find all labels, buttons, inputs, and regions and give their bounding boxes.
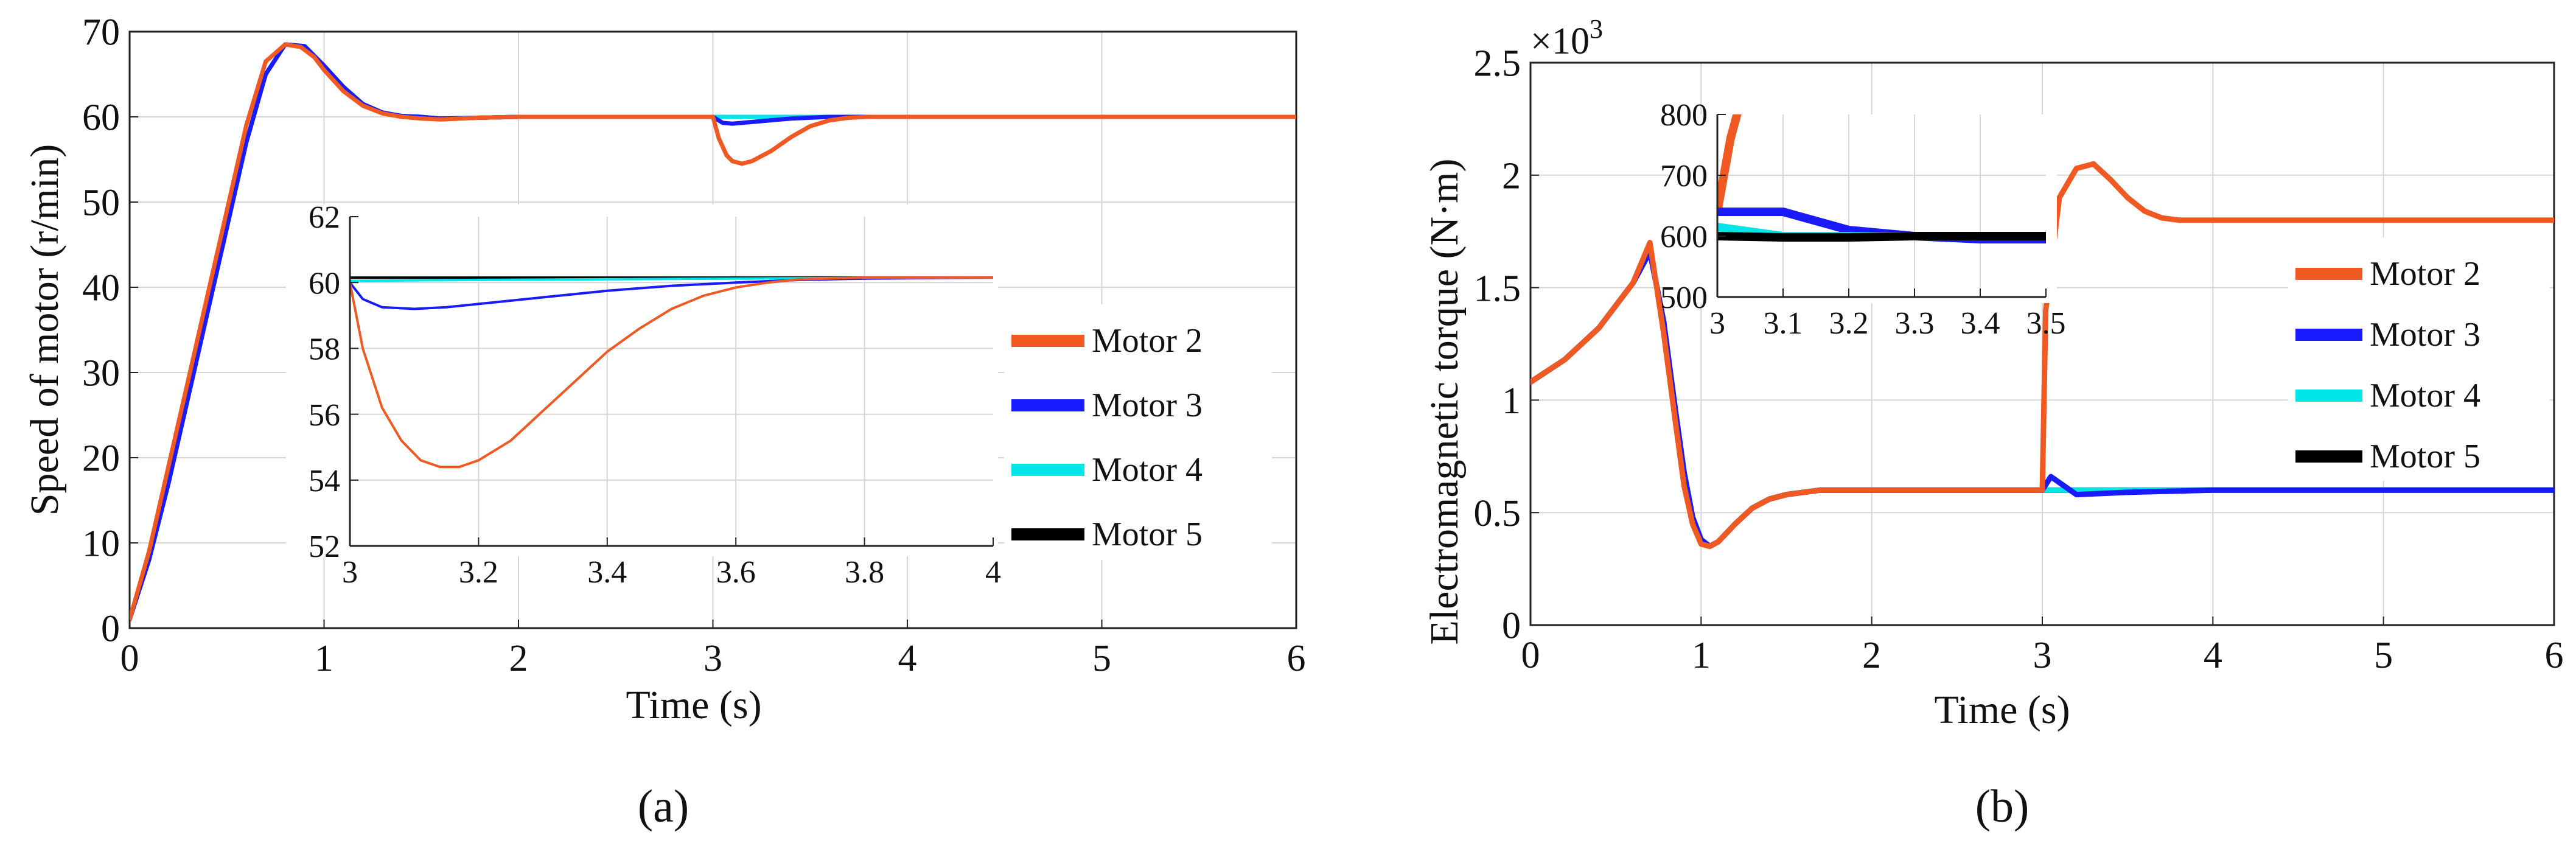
y-axis-label-a: Speed of motor (r/min) xyxy=(23,144,67,516)
b-inset-x-tick-label: 3.4 xyxy=(1961,306,2000,341)
b-inset-x-tick-label: 3.3 xyxy=(1895,306,1935,341)
b-x-tick-label: 3 xyxy=(2033,635,2052,676)
b-inset-x-tick-label: 3 xyxy=(1709,306,1725,341)
b-x-tick-label: 5 xyxy=(2374,635,2393,676)
a-y-tick-label: 10 xyxy=(82,523,120,565)
y-multiplier-base: ×10 xyxy=(1531,21,1590,62)
b-y-tick-label: 1.5 xyxy=(1474,268,1521,309)
y-multiplier-label-b: ×103 xyxy=(1531,14,1603,62)
b-legend-label-motor-4: Motor 4 xyxy=(2370,377,2480,414)
main-plot-a xyxy=(130,42,1296,622)
a-inset-y-tick-label: 60 xyxy=(309,266,340,301)
a-inset-x-tick-label: 3.2 xyxy=(459,555,498,590)
y-ticks-a: 0 10 20 30 40 50 60 70 xyxy=(82,12,138,650)
inset-plot-a xyxy=(350,276,993,469)
a-x-tick-label: 4 xyxy=(898,638,917,679)
a-y-tick-label: 50 xyxy=(82,183,120,224)
b-inset-y-tick-label: 600 xyxy=(1660,220,1708,254)
b-y-tick-label: 2.5 xyxy=(1474,43,1521,85)
b-legend-label-motor-2: Motor 2 xyxy=(2370,255,2480,293)
inset-y-ticks-b: 500 600 700 800 xyxy=(1660,98,1726,315)
a-x-tick-label: 1 xyxy=(315,638,333,679)
x-axis-label-a: Time (s) xyxy=(626,683,761,727)
a-inset-series-motor-2 xyxy=(350,276,993,469)
y-axis-label-b: Electromagnetic torque (N·m) xyxy=(1422,159,1467,645)
a-series-motor-2 xyxy=(130,42,1296,622)
b-x-tick-label: 1 xyxy=(1692,635,1711,676)
b-x-tick-label: 0 xyxy=(1521,635,1540,676)
y-multiplier-exponent: 3 xyxy=(1590,14,1603,44)
a-x-tick-label: 0 xyxy=(120,638,139,679)
a-legend-label-motor-2: Motor 2 xyxy=(1092,322,1202,360)
inset-x-ticks-b: 3 3.1 3.2 3.3 3.4 3.5 xyxy=(1709,288,2066,341)
b-inset-x-tick-label: 3.1 xyxy=(1764,306,1803,341)
b-y-tick-label: 1 xyxy=(1502,380,1521,422)
a-y-tick-label: 30 xyxy=(82,353,120,394)
a-x-tick-label: 5 xyxy=(1092,638,1111,679)
a-y-tick-label: 40 xyxy=(82,268,120,309)
b-inset-x-tick-label: 3.2 xyxy=(1829,306,1869,341)
b-y-tick-label: 2 xyxy=(1502,156,1521,197)
a-inset-x-tick-label: 3.8 xyxy=(845,555,884,590)
a-x-tick-label: 2 xyxy=(509,638,528,679)
panel-a-tag: (a) xyxy=(638,781,689,832)
a-inset-x-tick-label: 3.4 xyxy=(587,555,627,590)
a-legend-label-motor-4: Motor 4 xyxy=(1092,451,1202,489)
a-y-tick-label: 20 xyxy=(82,438,120,480)
a-inset-y-tick-label: 58 xyxy=(309,332,340,367)
a-y-tick-label: 60 xyxy=(82,97,120,139)
panel-b-tag: (b) xyxy=(1975,781,2030,832)
x-ticks-a: 0 1 2 3 4 5 6 xyxy=(120,620,1306,679)
b-inset-series-motor-5 xyxy=(1717,232,2046,242)
a-legend-label-motor-3: Motor 3 xyxy=(1092,386,1202,424)
inset-y-ticks-a: 52 54 56 58 60 62 xyxy=(309,200,358,564)
b-x-tick-label: 6 xyxy=(2545,635,2564,676)
a-x-tick-label: 3 xyxy=(703,638,722,679)
a-inset-y-tick-label: 54 xyxy=(309,464,340,498)
inset-plot-b xyxy=(1717,114,2046,243)
a-inset-x-tick-label: 4 xyxy=(985,555,1001,590)
b-inset-y-tick-label: 500 xyxy=(1660,281,1708,315)
inset-x-ticks-a: 3 3.2 3.4 3.6 3.8 4 xyxy=(342,537,1001,590)
b-x-tick-label: 4 xyxy=(2204,635,2222,676)
legend-b: Motor 2 Motor 3 Motor 4 Motor 5 xyxy=(2288,237,2550,481)
y-ticks-b: 0 0.5 1 1.5 2 2.5 xyxy=(1474,43,1539,647)
b-y-tick-label: 0 xyxy=(1502,606,1521,647)
main-plot-b xyxy=(1531,161,2554,550)
a-inset-y-tick-label: 62 xyxy=(309,200,340,235)
a-inset-y-tick-label: 52 xyxy=(309,530,340,564)
b-inset-y-tick-label: 800 xyxy=(1660,98,1708,133)
a-inset-y-tick-label: 56 xyxy=(309,398,340,433)
x-axis-label-b: Time (s) xyxy=(1934,688,2070,732)
inset-grid-a xyxy=(350,217,993,546)
a-y-tick-label: 0 xyxy=(101,609,120,650)
a-y-tick-label: 70 xyxy=(82,12,120,54)
b-y-tick-label: 0.5 xyxy=(1474,493,1521,534)
b-legend-label-motor-3: Motor 3 xyxy=(2370,316,2480,354)
b-x-tick-label: 2 xyxy=(1862,635,1881,676)
legend-a: Motor 2 Motor 3 Motor 4 Motor 5 xyxy=(1004,304,1272,560)
b-series-motor-2 xyxy=(1531,161,2554,550)
b-legend-label-motor-5: Motor 5 xyxy=(2370,438,2480,475)
x-ticks-b: 0 1 2 3 4 5 6 xyxy=(1521,617,2564,676)
a-inset-x-tick-label: 3.6 xyxy=(716,555,756,590)
a-legend-label-motor-5: Motor 5 xyxy=(1092,516,1202,553)
inset-background-a xyxy=(286,205,998,556)
a-x-tick-label: 6 xyxy=(1287,638,1306,679)
b-inset-y-tick-label: 700 xyxy=(1660,159,1708,194)
a-inset-x-tick-label: 3 xyxy=(342,555,358,590)
b-inset-x-tick-label: 3.5 xyxy=(2026,306,2066,341)
b-inset-series-motor-2 xyxy=(1717,114,1742,216)
